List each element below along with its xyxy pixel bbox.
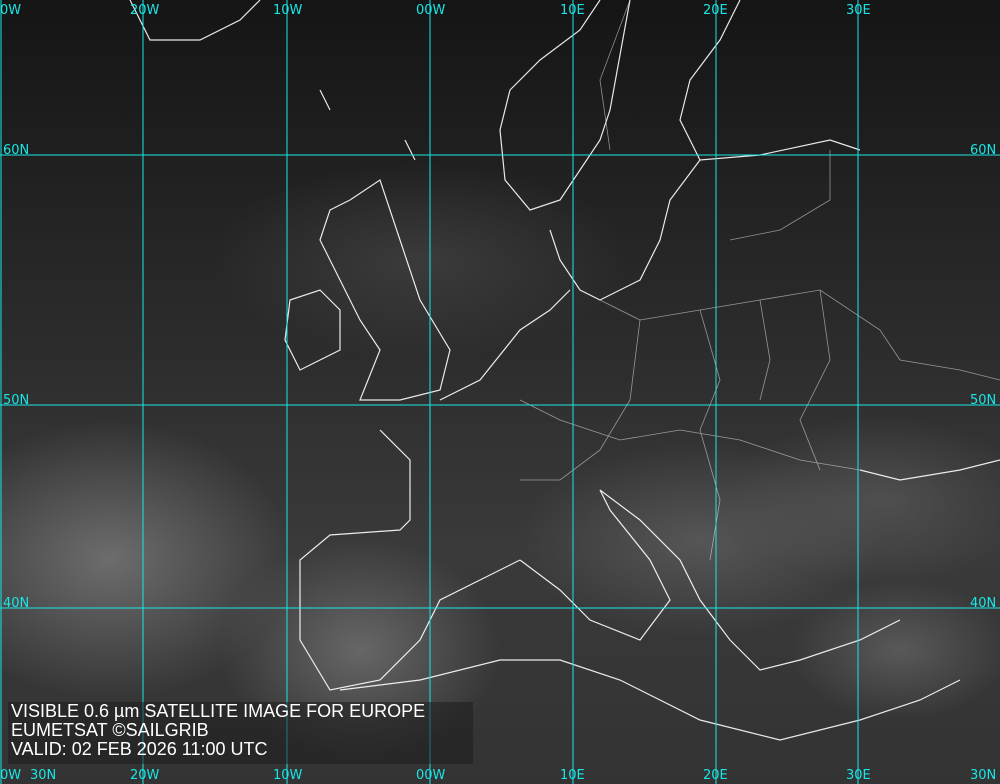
lon-label-bottom: 0W xyxy=(0,768,22,783)
lat-label-right: 40N xyxy=(970,596,997,611)
lat-label-right: 50N xyxy=(970,393,997,408)
lat-label-right: 30N xyxy=(970,768,997,783)
lon-label-top: 20W xyxy=(130,3,160,18)
lat-label-left: 40N xyxy=(3,596,30,611)
lon-label-top: 20E xyxy=(703,3,728,18)
lon-label-top: 00W xyxy=(416,3,446,18)
lat-label-left: 60N xyxy=(3,143,30,158)
lat-label-right: 60N xyxy=(970,143,997,158)
lon-label-bottom: 00W xyxy=(416,768,446,783)
caption-credit: EUMETSAT ©SAILGRIB xyxy=(11,720,209,740)
lon-label-bottom: 10W xyxy=(273,768,303,783)
lon-label-bottom: 20E xyxy=(703,768,728,783)
lon-label-bottom: 20W xyxy=(130,768,160,783)
lon-label-top: 0W xyxy=(0,3,22,18)
lon-label-top: 30E xyxy=(846,3,871,18)
lat-label-left: 50N xyxy=(3,393,30,408)
caption-title: VISIBLE 0.6 µm SATELLITE IMAGE FOR EUROP… xyxy=(11,701,426,721)
lon-label-top: 10E xyxy=(560,3,585,18)
lat-label-left: 30N xyxy=(30,768,57,783)
caption-valid-time: VALID: 02 FEB 2026 11:00 UTC xyxy=(11,739,268,759)
lon-label-bottom: 10E xyxy=(560,768,585,783)
lon-label-bottom: 30E xyxy=(846,768,871,783)
lon-label-top: 10W xyxy=(273,3,303,18)
image-caption: VISIBLE 0.6 µm SATELLITE IMAGE FOR EUROP… xyxy=(8,702,473,764)
